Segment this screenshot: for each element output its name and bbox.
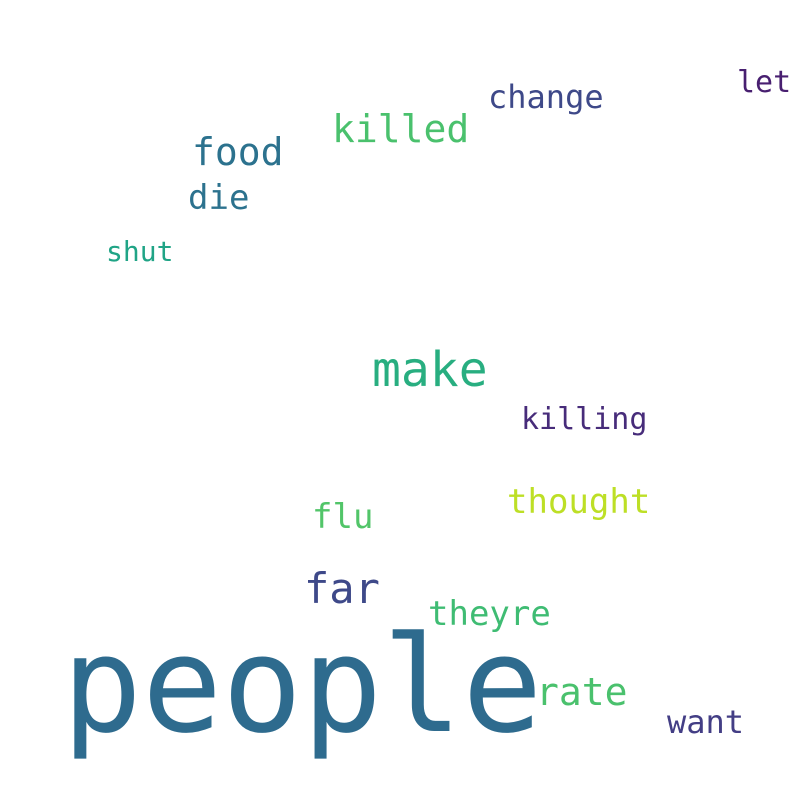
word-flu: flu <box>312 497 374 537</box>
word-people: people <box>62 609 543 763</box>
word-far: far <box>304 564 380 613</box>
word-let: let <box>737 65 792 100</box>
word-want: want <box>667 703 745 741</box>
word-change: change <box>488 78 604 116</box>
word-shut: shut <box>106 235 174 268</box>
word-rate: rate <box>536 670 628 714</box>
word-killed: killed <box>332 107 470 151</box>
word-make: make <box>372 342 488 398</box>
word-food: food <box>192 130 284 174</box>
word-theyre: theyre <box>428 594 551 634</box>
word-die: die <box>188 178 250 218</box>
word-killing: killing <box>521 402 648 437</box>
word-thought: thought <box>507 482 651 522</box>
